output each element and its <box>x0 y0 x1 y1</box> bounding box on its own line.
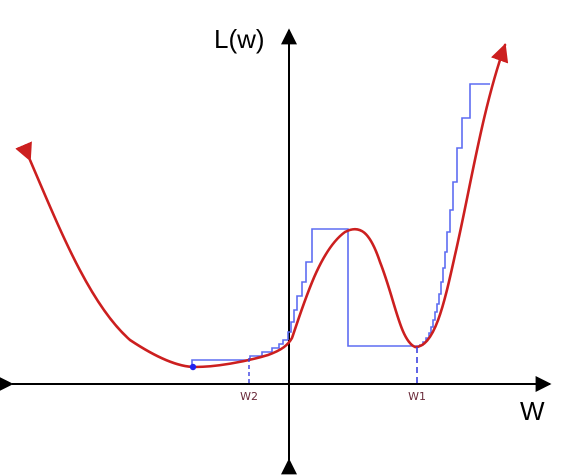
loss-curve <box>15 43 509 369</box>
descent-path-right <box>419 83 490 346</box>
gradient-descent-path <box>191 83 490 367</box>
x-axis-label: W <box>520 396 545 426</box>
w1-label: W1 <box>408 390 426 403</box>
start-point-dot <box>189 363 197 371</box>
w1-marker: W1 <box>408 347 426 403</box>
descent-path-middle <box>287 228 419 347</box>
w2-marker: W2 <box>240 358 258 403</box>
w2-label: W2 <box>240 390 258 403</box>
y-axis-label: L(w) <box>214 24 265 54</box>
